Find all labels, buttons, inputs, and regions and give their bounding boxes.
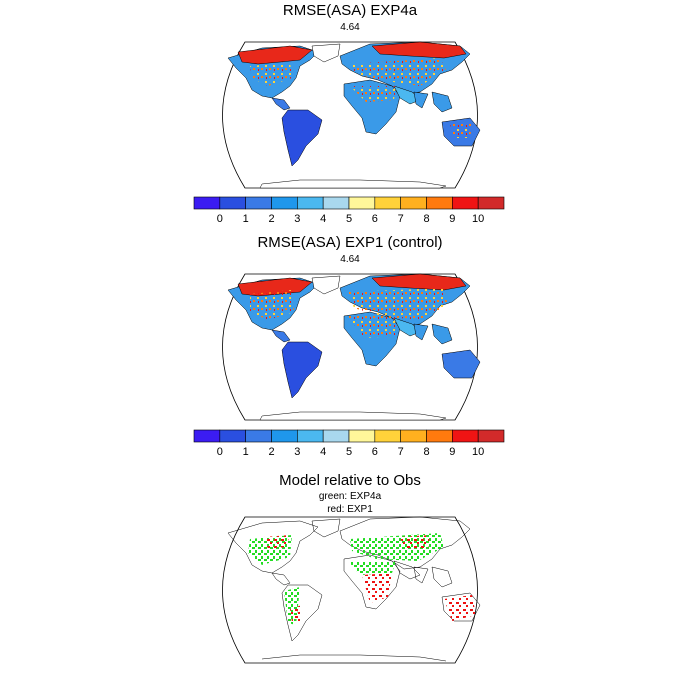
colorbar-tick-label: 9 [449, 213, 455, 225]
colorbar-swatch [348, 196, 376, 210]
colorbar-swatch [477, 196, 505, 210]
colorbar-swatch [193, 429, 221, 443]
colorbar-tick-label: 7 [398, 213, 404, 225]
colorbar-tick-label: 9 [449, 446, 455, 458]
map-panel-exp1: RMSE(ASA) EXP1 (control) 4.64 [222, 234, 481, 421]
colorbar-tick-label: 0 [217, 446, 223, 458]
legend-green: green: EXP4a [319, 491, 382, 502]
colorbar-swatch [193, 196, 221, 210]
colorbar-swatch [452, 196, 479, 210]
colorbar-swatch [400, 429, 427, 443]
colorbar-tick-label: 3 [294, 446, 300, 458]
colorbar-exp1: 0 1 2 3 4 5 6 7 8 9 10 [193, 429, 505, 458]
colorbar-tick-label: 4 [320, 213, 326, 225]
map-panel-comparison: Model relative to Obs green: EXP4a red: … [222, 472, 481, 664]
colorbar-swatch [271, 429, 298, 443]
colorbar-tick-label: 5 [346, 446, 352, 458]
colorbar-swatch [297, 196, 324, 210]
colorbar-swatch [452, 429, 479, 443]
colorbar-swatch [374, 429, 401, 443]
colorbar-tick-label: 1 [243, 446, 249, 458]
panel-title: RMSE(ASA) EXP4a [283, 2, 418, 19]
colorbar-swatch [322, 196, 350, 210]
panel-title: RMSE(ASA) EXP1 (control) [257, 234, 442, 251]
colorbar-tick-label: 2 [268, 446, 274, 458]
colorbar-swatch [426, 196, 453, 210]
colorbar-swatch [297, 429, 324, 443]
colorbar-tick-label: 10 [472, 213, 484, 225]
colorbar-tick-label: 1 [243, 213, 249, 225]
colorbar-tick-label: 6 [372, 213, 378, 225]
panel-subtitle: 4.64 [340, 254, 360, 265]
map-panel-exp4a: RMSE(ASA) EXP4a 4.64 [222, 2, 481, 189]
colorbar-tick-label: 5 [346, 213, 352, 225]
colorbar-swatch [374, 196, 401, 210]
panel-subtitle: 4.64 [340, 22, 360, 33]
colorbar-swatch [219, 196, 246, 210]
colorbar-tick-label: 4 [320, 446, 326, 458]
exp1-better-markers [264, 535, 476, 623]
colorbar-tick-label: 7 [398, 446, 404, 458]
legend-red: red: EXP1 [327, 504, 373, 515]
colorbar-tick-label: 0 [217, 213, 223, 225]
colorbar-swatch [348, 429, 376, 443]
colorbar-tick-label: 8 [423, 446, 429, 458]
colorbar-swatch [426, 429, 453, 443]
colorbar-exp4a: 0 1 2 3 4 5 6 7 8 9 10 [193, 196, 505, 225]
colorbar-tick-label: 10 [472, 446, 484, 458]
colorbar-swatch [219, 429, 246, 443]
colorbar-swatch [245, 429, 272, 443]
colorbar-swatch [271, 196, 298, 210]
colorbar-tick-label: 2 [268, 213, 274, 225]
colorbar-swatch [477, 429, 505, 443]
colorbar-tick-label: 8 [423, 213, 429, 225]
high-error-speckle [250, 288, 448, 338]
colorbar-swatch [245, 196, 272, 210]
colorbar-swatch [322, 429, 350, 443]
high-error-speckle [250, 58, 472, 138]
colorbar-tick-label: 6 [372, 446, 378, 458]
colorbar-tick-label: 3 [294, 213, 300, 225]
panel-title: Model relative to Obs [279, 472, 421, 489]
colorbar-swatch [400, 196, 427, 210]
